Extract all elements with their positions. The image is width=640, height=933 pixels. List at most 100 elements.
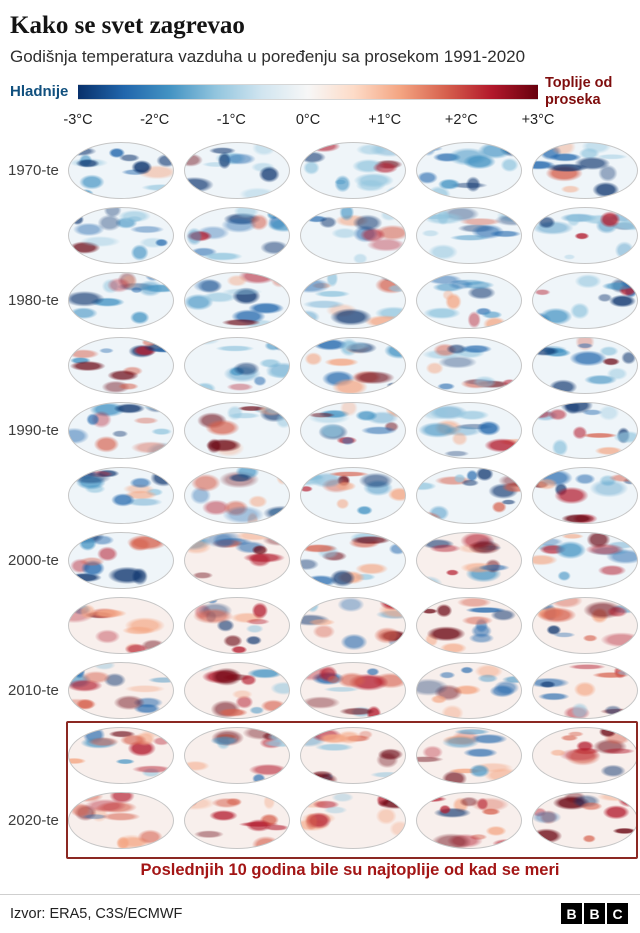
map-row: [8, 203, 638, 268]
color-gradient-bar: [78, 83, 538, 100]
anomaly-map: [416, 532, 522, 590]
scale-tick: +1°C: [368, 112, 402, 129]
anomaly-map: [300, 532, 406, 590]
decade-label: 1980-te: [8, 292, 59, 310]
anomaly-map: [416, 207, 522, 265]
anomaly-map: [532, 207, 638, 265]
scale-tick: 0°C: [295, 112, 321, 129]
map-row-thumbnails: [64, 207, 638, 265]
map-row-thumbnails: [64, 467, 638, 525]
anomaly-map: [532, 337, 638, 395]
scale-tick: +2°C: [444, 112, 478, 129]
map-row: 2020-te: [8, 788, 638, 853]
map-row-thumbnails: [64, 272, 638, 330]
page-title: Kako se svet zagrevao: [10, 12, 245, 39]
map-row-thumbnails: [64, 727, 638, 785]
anomaly-map: [532, 727, 638, 785]
source-text: Izvor: ERA5, C3S/ECMWF: [10, 905, 183, 922]
legend-cold-label: Hladnije: [10, 83, 69, 101]
bbc-logo-block: B: [561, 903, 582, 924]
anomaly-map: [416, 142, 522, 200]
anomaly-map: [184, 337, 290, 395]
legend-tick-row: -3°C -2°C -1°C 0°C +1°C +2°C +3°C: [63, 112, 554, 134]
anomaly-map: [300, 207, 406, 265]
anomaly-map: [416, 662, 522, 720]
anomaly-map: [532, 662, 638, 720]
anomaly-map: [532, 597, 638, 655]
anomaly-map: [184, 532, 290, 590]
anomaly-map: [300, 597, 406, 655]
decade-label: 2010-te: [8, 682, 59, 700]
anomaly-map: [300, 727, 406, 785]
anomaly-map: [68, 337, 174, 395]
map-row: 2010-te: [8, 658, 638, 723]
anomaly-map: [532, 142, 638, 200]
map-row-thumbnails: [64, 402, 638, 460]
anomaly-map: [68, 727, 174, 785]
anomaly-map: [300, 467, 406, 525]
decade-label: 2000-te: [8, 552, 59, 570]
scale-tick: -2°C: [140, 112, 170, 129]
anomaly-map: [532, 467, 638, 525]
maps-grid: 1970-te 1980-te 1990-te 2000-te 2010-te 2020-…: [0, 134, 640, 860]
decade-label: 1970-te: [8, 162, 59, 180]
map-row-thumbnails: [64, 142, 638, 200]
bbc-logo: B B C: [561, 903, 628, 924]
anomaly-map: [68, 467, 174, 525]
anomaly-map: [300, 272, 406, 330]
anomaly-map: [184, 272, 290, 330]
bbc-logo-block: B: [584, 903, 605, 924]
anomaly-map: [184, 207, 290, 265]
bbc-logo-block: C: [607, 903, 628, 924]
anomaly-map: [184, 727, 290, 785]
scale-tick: +3°C: [521, 112, 555, 129]
anomaly-map: [184, 467, 290, 525]
map-row: 1990-te: [8, 398, 638, 463]
anomaly-map: [184, 662, 290, 720]
anomaly-map: [68, 272, 174, 330]
anomaly-map: [416, 727, 522, 785]
legend-warm-label: Toplije od proseka: [545, 75, 613, 108]
anomaly-map: [300, 662, 406, 720]
map-row-thumbnails: [64, 792, 638, 850]
page-subtitle: Godišnja temperatura vazduha u poređenju…: [10, 46, 526, 66]
map-row: [8, 723, 638, 788]
anomaly-map: [532, 532, 638, 590]
anomaly-map: [184, 142, 290, 200]
map-row: [8, 463, 638, 528]
anomaly-map: [532, 272, 638, 330]
anomaly-map: [300, 792, 406, 850]
anomaly-map: [184, 402, 290, 460]
anomaly-map: [68, 532, 174, 590]
anomaly-map: [416, 467, 522, 525]
decade-label: 2020-te: [8, 812, 59, 830]
anomaly-map: [68, 207, 174, 265]
anomaly-map: [300, 337, 406, 395]
anomaly-map: [68, 662, 174, 720]
annotation-text: Poslednjih 10 godina bile su najtoplije …: [140, 861, 560, 880]
scale-tick: -1°C: [216, 112, 246, 129]
anomaly-map: [68, 402, 174, 460]
map-row-thumbnails: [64, 597, 638, 655]
anomaly-map: [416, 597, 522, 655]
anomaly-map: [416, 792, 522, 850]
map-row-thumbnails: [64, 662, 638, 720]
map-row: 1970-te: [8, 138, 638, 203]
anomaly-map: [184, 792, 290, 850]
anomaly-map: [416, 272, 522, 330]
anomaly-map: [184, 597, 290, 655]
scale-tick: -3°C: [63, 112, 93, 129]
map-row-thumbnails: [64, 532, 638, 590]
anomaly-map: [68, 597, 174, 655]
decade-label: 1990-te: [8, 422, 59, 440]
color-legend: Hladnije Toplije od proseka -3°C -2°C -1°C…: [0, 75, 640, 134]
anomaly-map: [532, 402, 638, 460]
footer: Izvor: ERA5, C3S/ECMWF B B C: [0, 894, 640, 933]
header: Kako se svet zagrevao Godišnja temperatu…: [0, 0, 640, 67]
anomaly-map: [68, 792, 174, 850]
map-row: 2000-te: [8, 528, 638, 593]
map-row: 1980-te: [8, 268, 638, 333]
map-row: [8, 593, 638, 658]
anomaly-map: [416, 337, 522, 395]
